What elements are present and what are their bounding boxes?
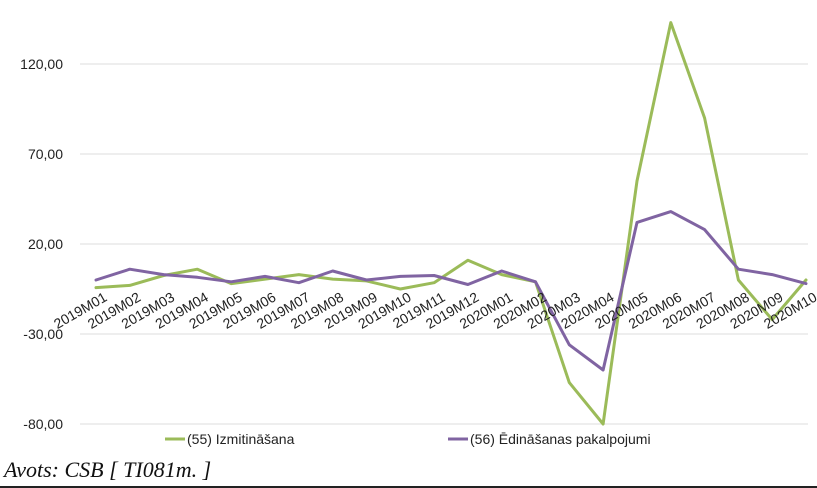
- data-point: [635, 221, 639, 224]
- data-point: [230, 280, 233, 283]
- y-axis-tick-labels: -80,00 -30,00 20,00 70,00 120,00: [20, 56, 63, 432]
- data-point: [466, 283, 470, 286]
- data-point: [128, 284, 132, 287]
- data-point: [297, 281, 301, 284]
- series-lines: [94, 21, 808, 426]
- data-point: [669, 210, 672, 213]
- data-point: [432, 281, 436, 284]
- data-point: [128, 268, 132, 271]
- bottom-divider: [0, 486, 817, 488]
- y-tick-label: -80,00: [23, 416, 63, 432]
- legend-label: (55) Izmitināšana: [187, 431, 295, 447]
- data-point: [601, 422, 605, 426]
- data-point: [297, 273, 301, 276]
- data-point: [365, 278, 368, 282]
- data-point: [263, 277, 267, 281]
- data-point: [399, 287, 402, 291]
- data-point: [162, 273, 165, 276]
- data-point: [196, 268, 199, 271]
- data-point: [568, 343, 571, 346]
- series-line-1: [94, 21, 808, 426]
- data-point: [770, 318, 774, 321]
- data-point: [568, 381, 571, 384]
- source-note: Avots: CSB [ TI081m. ]: [4, 457, 212, 482]
- data-point: [804, 282, 808, 285]
- legend: (55) Izmitināšana (56) Ēdināšanas pakalpo…: [165, 431, 651, 447]
- data-point: [737, 278, 740, 282]
- data-point: [635, 179, 639, 183]
- data-point: [94, 278, 98, 282]
- data-point: [263, 275, 267, 278]
- data-point: [500, 273, 503, 276]
- legend-label: (56) Ēdināšanas pakalpojumi: [470, 431, 651, 447]
- data-point: [601, 368, 605, 372]
- data-point: [500, 269, 503, 273]
- data-point: [534, 280, 537, 283]
- data-point: [669, 21, 672, 24]
- data-point: [331, 277, 334, 281]
- data-point: [399, 275, 402, 278]
- y-tick-label: 70,00: [28, 146, 63, 162]
- y-tick-label: 20,00: [28, 236, 63, 252]
- data-point: [196, 276, 199, 279]
- data-point: [804, 278, 808, 282]
- data-point: [703, 116, 706, 120]
- gridlines: [80, 63, 808, 425]
- data-point: [703, 228, 706, 231]
- data-point: [770, 273, 774, 276]
- data-point: [94, 286, 98, 289]
- y-tick-label: 120,00: [20, 56, 63, 72]
- data-point: [737, 268, 740, 271]
- data-point: [466, 259, 470, 262]
- data-point: [331, 269, 334, 273]
- x-axis-tick-labels: 2019M012019M022019M032019M042019M052019M…: [51, 289, 817, 332]
- data-point: [432, 274, 436, 277]
- series-line-2: [94, 210, 808, 372]
- y-tick-label: -30,00: [23, 326, 63, 342]
